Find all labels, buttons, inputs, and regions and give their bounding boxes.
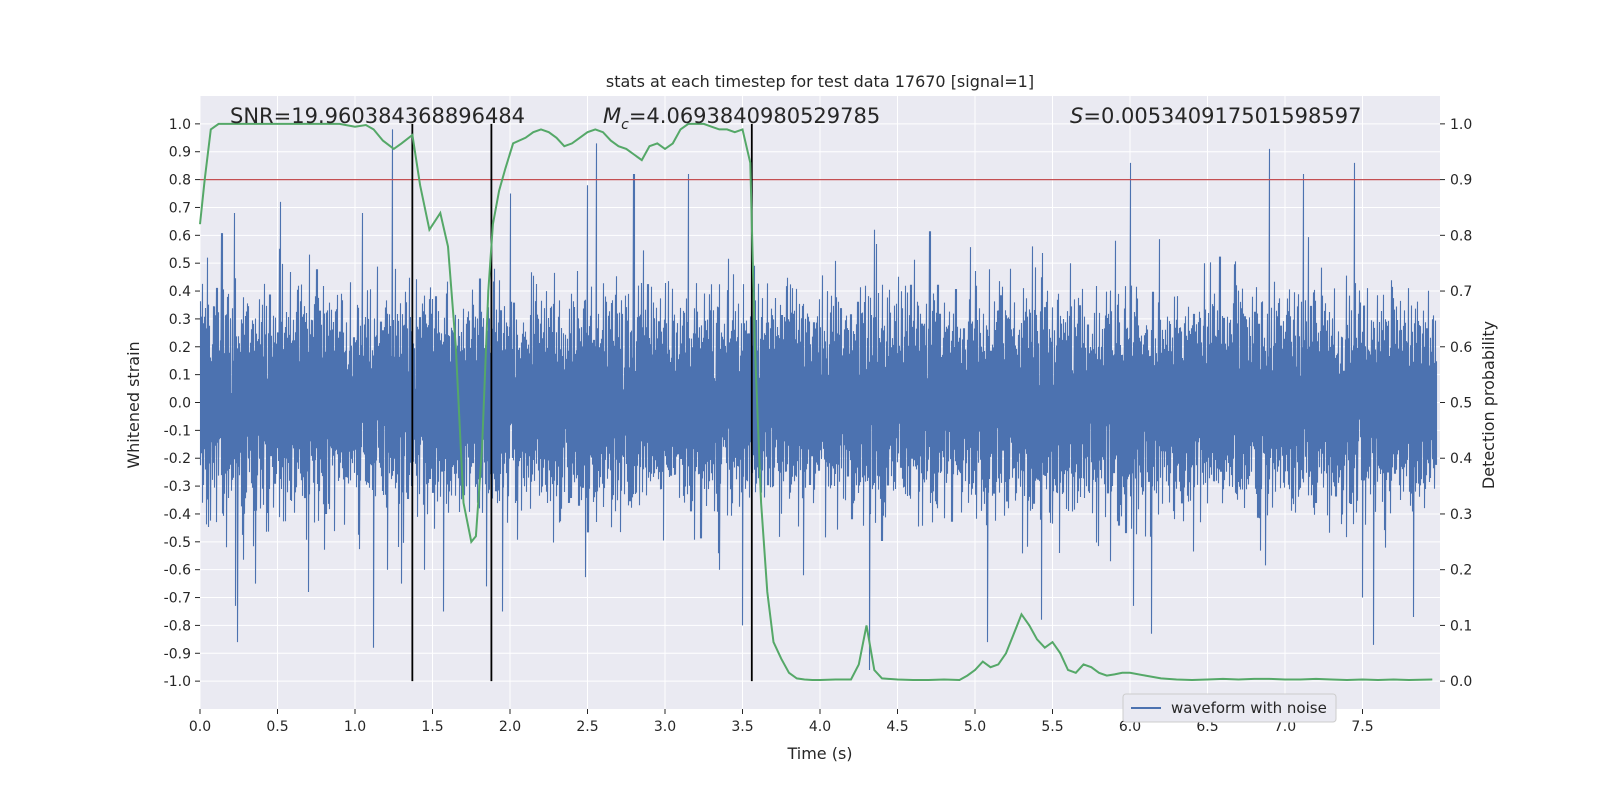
x-axis-ticks: 0.0 0.5 1.0 1.5 2.0 2.5 3.0 3.5 4.0 4.5 5.0 5.5 6.0 6… <box>189 709 1374 735</box>
x-tick-label: 6.0 <box>1119 719 1141 735</box>
legend: waveform with noise <box>1122 693 1337 723</box>
left-y-tick-label: 0.0 <box>169 396 191 412</box>
chirp-mass-annotation: Mc=4.0693840980529785 <box>603 104 880 133</box>
left-y-tick-label: 0.2 <box>169 340 191 356</box>
x-tick-label: 4.5 <box>886 719 908 735</box>
right-y-tick-label: 0.2 <box>1450 563 1472 579</box>
left-y-tick-label: -0.3 <box>164 479 191 495</box>
x-tick-label: 2.0 <box>499 719 521 735</box>
legend-entry-waveform: waveform with noise <box>1171 699 1327 717</box>
s-statistic-value: =0.005340917501598597 <box>1083 104 1361 128</box>
right-y-tick-label: 0.0 <box>1450 674 1472 690</box>
left-y-tick-label: -0.7 <box>164 591 191 607</box>
waveform-series-line <box>199 129 1438 671</box>
right-y-tick-label: 1.0 <box>1450 117 1472 133</box>
right-y-tick-label: 0.1 <box>1450 618 1472 634</box>
x-tick-label: 0.0 <box>189 719 211 735</box>
s-statistic-symbol: S <box>1070 104 1083 128</box>
left-y-tick-label: 1.0 <box>169 117 191 133</box>
s-statistic-annotation: S=0.005340917501598597 <box>1070 104 1361 128</box>
x-tick-label: 5.5 <box>1041 719 1063 735</box>
left-y-tick-label: -0.8 <box>164 618 191 634</box>
left-y-tick-label: 0.7 <box>169 200 191 216</box>
left-y-tick-label: 0.9 <box>169 145 191 161</box>
legend-box <box>1122 693 1337 723</box>
left-y-tick-label: -0.9 <box>164 646 191 662</box>
chirp-mass-symbol: M <box>603 104 621 128</box>
left-y-tick-label: 0.6 <box>169 228 191 244</box>
x-tick-label: 6.5 <box>1196 719 1218 735</box>
left-y-axis-ticks: 1.0 0.9 0.8 0.7 0.6 0.5 0.4 0.3 0.2 0.1 0.0 -0.1 -0.… <box>164 117 200 690</box>
left-y-tick-label: -0.5 <box>164 535 191 551</box>
x-tick-label: 7.5 <box>1351 719 1373 735</box>
chart-title: stats at each timestep for test data 176… <box>606 72 1034 91</box>
left-y-tick-label: -1.0 <box>164 674 191 690</box>
left-y-tick-label: -0.1 <box>164 423 191 439</box>
left-y-tick-label: 0.5 <box>169 256 191 272</box>
x-axis-label: Time (s) <box>786 744 852 763</box>
chirp-mass-value: =4.0693840980529785 <box>629 104 880 128</box>
x-tick-label: 5.0 <box>964 719 986 735</box>
x-tick-label: 0.5 <box>266 719 288 735</box>
chirp-mass-subscript: c <box>621 117 629 133</box>
left-y-tick-label: 0.3 <box>169 312 191 328</box>
left-y-tick-label: 0.1 <box>169 368 191 384</box>
left-y-tick-label: -0.2 <box>164 451 191 467</box>
left-y-tick-label: 0.4 <box>169 284 191 300</box>
x-tick-label: 1.0 <box>344 719 366 735</box>
left-y-axis-label: Whitened strain <box>124 341 143 468</box>
x-tick-label: 2.5 <box>576 719 598 735</box>
right-y-tick-label: 0.6 <box>1450 340 1472 356</box>
right-y-tick-label: 0.9 <box>1450 173 1472 189</box>
right-y-tick-label: 0.4 <box>1450 451 1472 467</box>
x-tick-label: 1.5 <box>421 719 443 735</box>
left-y-tick-label: -0.4 <box>164 507 191 523</box>
x-tick-label: 3.5 <box>731 719 753 735</box>
x-tick-label: 7.0 <box>1274 719 1296 735</box>
right-y-tick-label: 0.8 <box>1450 228 1472 244</box>
x-tick-label: 3.0 <box>654 719 676 735</box>
right-y-axis-ticks: 1.0 0.9 0.8 0.7 0.6 0.5 0.4 0.3 0.2 0.1 0.0 <box>1440 117 1472 690</box>
x-tick-label: 4.0 <box>809 719 831 735</box>
snr-annotation: SNR=19.960384368896484 <box>230 104 525 128</box>
left-y-tick-label: 0.8 <box>169 173 191 189</box>
right-y-tick-label: 0.5 <box>1450 396 1472 412</box>
left-y-tick-label: -0.6 <box>164 563 191 579</box>
right-y-tick-label: 0.3 <box>1450 507 1472 523</box>
right-y-axis-label: Detection probability <box>1479 321 1498 489</box>
right-y-tick-label: 0.7 <box>1450 284 1472 300</box>
detection-probability-line <box>199 122 1433 682</box>
